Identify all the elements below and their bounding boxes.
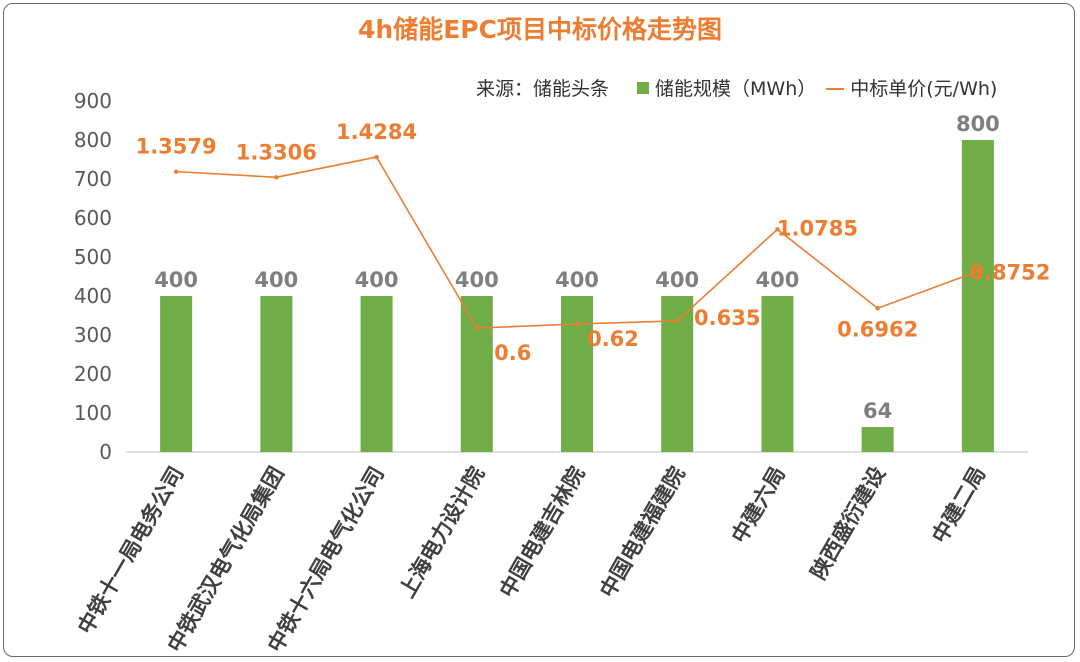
x-tick-label: 中铁武汉电气化局集团 <box>163 463 289 657</box>
line-data-label: 0.62 <box>587 327 639 351</box>
line-data-label: 1.4284 <box>336 120 417 144</box>
legend-swatch-line <box>826 82 845 94</box>
bar-data-label: 400 <box>254 268 298 292</box>
chart-legend: 来源：储能头条 储能规模（MWh） 中标单价(元/Wh) <box>476 74 997 101</box>
line-point <box>975 269 981 274</box>
line-point <box>474 325 479 331</box>
y-tick-label: 700 <box>74 167 112 191</box>
line-data-label: 0.635 <box>694 306 760 330</box>
bar <box>761 296 794 452</box>
x-tick-label: 中铁十六局电气化公司 <box>263 463 389 657</box>
y-tick-label: 100 <box>74 401 112 425</box>
bar-data-label: 400 <box>154 268 198 292</box>
bar <box>561 296 593 452</box>
x-tick-label: 上海电力设计院 <box>395 463 489 602</box>
line-point <box>374 154 379 160</box>
y-tick-label: 900 <box>74 89 112 113</box>
y-tick-label: 300 <box>74 323 112 347</box>
legend-item-bar: 储能规模（MWh） <box>637 74 816 101</box>
x-tick-label: 中国电建福建院 <box>595 463 689 602</box>
y-tick-label: 500 <box>74 245 112 269</box>
legend-swatch-bar <box>637 81 650 94</box>
line-point <box>775 227 780 232</box>
bar-data-label: 400 <box>455 268 499 292</box>
line-data-label: 0.6 <box>494 341 531 365</box>
line-point <box>574 321 580 327</box>
chart-title: 4h储能EPC项目中标价格走势图 <box>358 15 722 44</box>
x-tick-label: 中铁十一局电务公司 <box>73 463 188 639</box>
bar-data-label: 400 <box>555 268 599 292</box>
bar <box>961 140 994 452</box>
bar-data-label: 400 <box>355 268 399 292</box>
y-tick-label: 800 <box>74 128 112 152</box>
x-tick-label: 中国电建吉林院 <box>495 463 589 602</box>
line-data-label: 1.3306 <box>236 140 317 164</box>
bar-data-label: 400 <box>756 268 800 292</box>
y-tick-label: 0 <box>99 440 112 464</box>
legend-label-line: 中标单价(元/Wh) <box>850 78 998 100</box>
line-point <box>675 318 680 324</box>
x-tick-label: 中建六局 <box>727 463 790 548</box>
bar-data-label: 64 <box>863 399 892 423</box>
line-point <box>875 306 880 311</box>
legend-item-line: 中标单价(元/Wh) <box>816 74 997 101</box>
line-data-label: 1.0785 <box>777 216 858 240</box>
source-label: 来源：储能头条 <box>476 78 610 100</box>
bar <box>160 296 193 452</box>
bar <box>861 427 894 452</box>
y-tick-label: 200 <box>74 362 112 386</box>
bar <box>460 296 493 452</box>
bar-data-label: 400 <box>655 268 699 292</box>
legend-label-bar: 储能规模（MWh） <box>655 78 817 100</box>
y-tick-label: 400 <box>74 284 112 308</box>
x-tick-label: 中建二局 <box>927 463 990 548</box>
bar <box>360 296 393 452</box>
y-tick-label: 600 <box>74 206 112 230</box>
x-tick-label: 陕西盛衍建设 <box>806 463 890 584</box>
line-data-label: 0.6962 <box>837 317 918 341</box>
bar-data-label: 800 <box>956 112 1000 136</box>
line-data-label: 0.8752 <box>969 260 1050 284</box>
line-point <box>274 175 279 180</box>
bar <box>260 296 293 452</box>
line-data-label: 1.3579 <box>136 135 217 159</box>
line-point <box>173 169 179 174</box>
